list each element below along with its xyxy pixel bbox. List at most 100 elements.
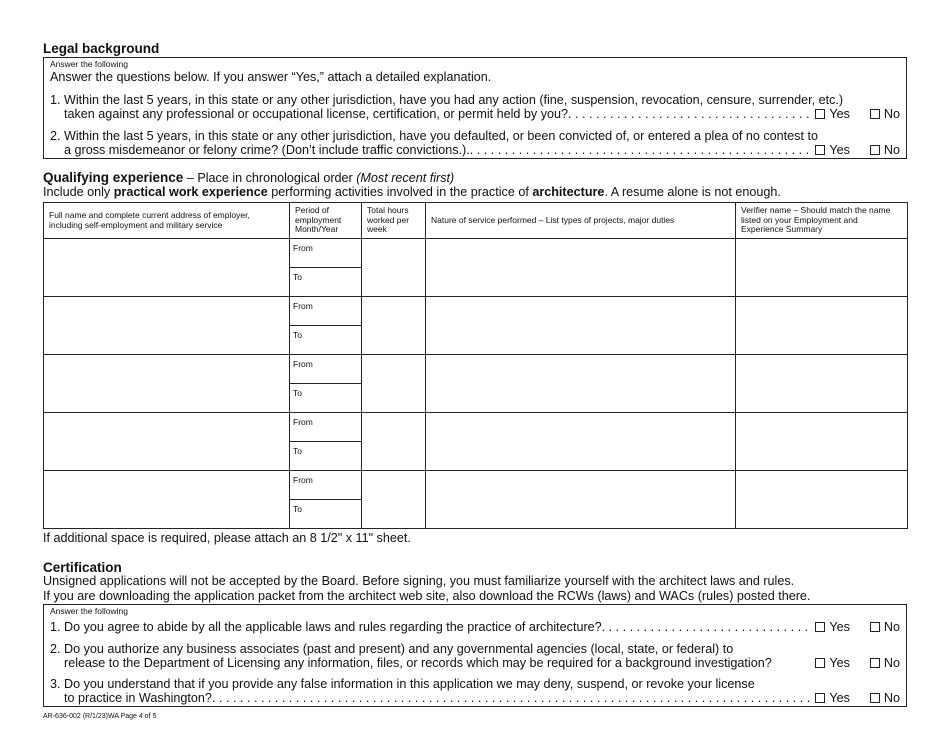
question-text: 1. Do you agree to abide by all the appl… (50, 620, 602, 634)
from-field[interactable]: From (290, 297, 361, 326)
question-text: taken against any professional or occupa… (64, 107, 569, 121)
no-checkbox[interactable] (869, 658, 880, 668)
verifier-field[interactable] (735, 354, 908, 413)
certification-questions-box: Answer the following 1. Do you agree to … (43, 604, 907, 707)
no-label: No (883, 143, 900, 157)
experience-row: From To (43, 412, 908, 471)
experience-title: Qualifying experience (43, 170, 184, 185)
box-label: Answer the following (50, 606, 128, 616)
text: performing activities involved in the pr… (267, 185, 533, 199)
employer-field[interactable] (43, 296, 290, 355)
no-checkbox[interactable] (869, 693, 880, 703)
verifier-field[interactable] (735, 470, 908, 529)
period-field: From To (289, 412, 362, 471)
yes-checkbox[interactable] (815, 145, 826, 155)
additional-space-note: If additional space is required, please … (43, 531, 411, 545)
nature-field[interactable] (425, 238, 736, 297)
no-label: No (883, 107, 900, 121)
experience-row: From To (43, 238, 908, 297)
question-text: 2. Within the last 5 years, in this stat… (50, 129, 818, 143)
from-field[interactable]: From (290, 239, 361, 268)
question-text: to practice in Washington? (64, 691, 212, 705)
certification-question-2: 2. Do you authorize any business associa… (50, 642, 900, 670)
dot-leader (568, 107, 813, 121)
hours-field[interactable] (361, 296, 426, 355)
nature-field[interactable] (425, 470, 736, 529)
hours-field[interactable] (361, 412, 426, 471)
no-label: No (883, 691, 900, 705)
employer-field[interactable] (43, 354, 290, 413)
dot-leader (602, 620, 814, 634)
from-field[interactable]: From (290, 413, 361, 442)
legal-questions-box: Answer the following Answer the question… (43, 57, 907, 159)
to-field[interactable]: To (293, 504, 302, 514)
box-label: Answer the following (50, 59, 128, 69)
experience-table: Full name and complete current address o… (43, 202, 908, 529)
nature-field[interactable] (425, 354, 736, 413)
column-header-period: Period of employment Month/Year (289, 202, 362, 239)
from-field[interactable]: From (290, 471, 361, 500)
hours-field[interactable] (361, 470, 426, 529)
employer-field[interactable] (43, 412, 290, 471)
hours-field[interactable] (361, 238, 426, 297)
no-checkbox[interactable] (869, 145, 880, 155)
experience-instructions: Include only practical work experience p… (43, 185, 781, 199)
yes-checkbox[interactable] (815, 658, 826, 668)
column-header-hours: Total hours worked per week (361, 202, 426, 239)
question-text: 2. Do you authorize any business associa… (50, 642, 734, 656)
nature-field[interactable] (425, 296, 736, 355)
legal-question-1: 1. Within the last 5 years, in this stat… (50, 93, 900, 121)
to-field[interactable]: To (293, 330, 302, 340)
experience-row: From To (43, 470, 908, 529)
employer-field[interactable] (43, 470, 290, 529)
yes-label: Yes (829, 107, 850, 121)
hours-field[interactable] (361, 354, 426, 413)
yes-label: Yes (829, 656, 850, 670)
legal-question-2: 2. Within the last 5 years, in this stat… (50, 129, 900, 157)
certification-heading: Certification (43, 560, 122, 575)
employer-field[interactable] (43, 238, 290, 297)
experience-row: From To (43, 296, 908, 355)
verifier-field[interactable] (735, 412, 908, 471)
yes-checkbox[interactable] (815, 109, 826, 119)
no-label: No (883, 620, 900, 634)
from-field[interactable]: From (290, 355, 361, 384)
yes-label: Yes (829, 620, 850, 634)
verifier-field[interactable] (735, 238, 908, 297)
text: Include only (43, 185, 114, 199)
yes-checkbox[interactable] (815, 693, 826, 703)
certification-question-1: 1. Do you agree to abide by all the appl… (50, 620, 900, 634)
yes-label: Yes (829, 143, 850, 157)
to-field[interactable]: To (293, 446, 302, 456)
certification-line-1: Unsigned applications will not be accept… (43, 574, 795, 588)
column-header-nature: Nature of service performed – List types… (425, 202, 736, 239)
text-bold: practical work experience (113, 185, 268, 199)
to-field[interactable]: To (293, 388, 302, 398)
period-field: From To (289, 296, 362, 355)
yes-checkbox[interactable] (815, 622, 826, 632)
no-label: No (883, 656, 900, 670)
period-field: From To (289, 470, 362, 529)
period-field: From To (289, 238, 362, 297)
to-field[interactable]: To (293, 272, 302, 282)
certification-line-2: If you are downloading the application p… (43, 589, 811, 603)
column-header-verifier: Verifier name – Should match the name li… (735, 202, 908, 239)
legal-heading: Legal background (43, 41, 160, 56)
dot-leader (212, 691, 813, 705)
heading-text: – Place in chronological order (183, 171, 357, 185)
text-bold: architecture (532, 185, 605, 199)
no-checkbox[interactable] (869, 622, 880, 632)
nature-field[interactable] (425, 412, 736, 471)
verifier-field[interactable] (735, 296, 908, 355)
text: . A resume alone is not enough. (604, 185, 781, 199)
question-text: release to the Department of Licensing a… (64, 656, 772, 670)
question-text: a gross misdemeanor or felony crime? (Do… (64, 143, 470, 157)
question-text: 1. Within the last 5 years, in this stat… (50, 93, 844, 107)
experience-heading: Qualifying experience – Place in chronol… (43, 170, 454, 186)
column-header-employer: Full name and complete current address o… (43, 202, 290, 239)
dot-leader (470, 143, 814, 157)
yes-label: Yes (829, 691, 850, 705)
no-checkbox[interactable] (869, 109, 880, 119)
period-field: From To (289, 354, 362, 413)
legal-intro: Answer the questions below. If you answe… (50, 70, 492, 84)
